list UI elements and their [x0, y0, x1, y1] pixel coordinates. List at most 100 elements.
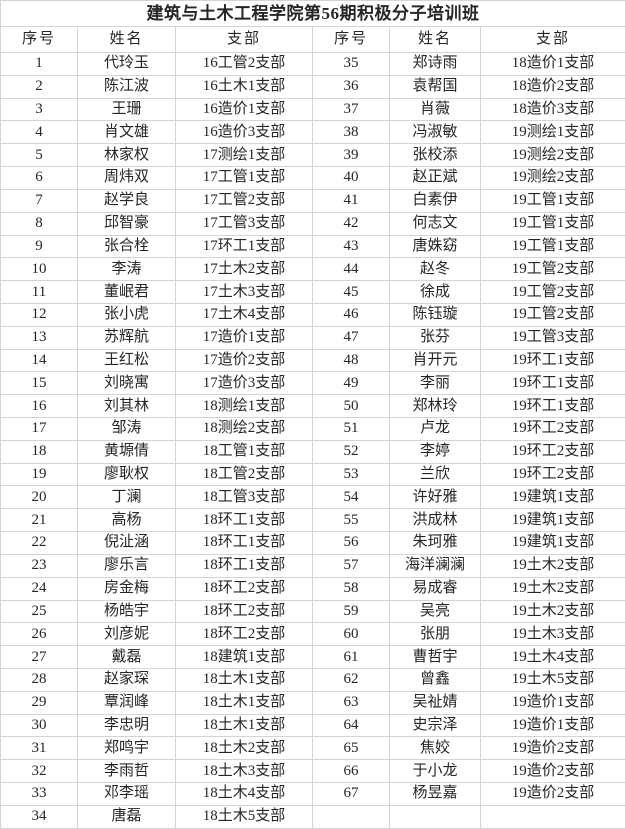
- serial-cell: 46: [312, 302, 390, 327]
- serial-cell: 17: [0, 417, 78, 441]
- branch-cell: 18环工1支部: [175, 508, 313, 533]
- branch-cell: 19环工2支部: [479, 462, 625, 487]
- branch-cell: 18建筑1支部: [175, 645, 313, 669]
- branch-cell: 19测绘2支部: [479, 143, 625, 168]
- serial-cell: 60: [312, 622, 390, 647]
- branch-cell: 19土木3支部: [479, 622, 625, 647]
- header-serial-right: 序号: [312, 26, 390, 53]
- branch-cell: 18土木3支部: [175, 759, 313, 783]
- serial-cell: 13: [0, 325, 78, 350]
- serial-cell: 45: [312, 280, 390, 304]
- branch-cell: 19工管2支部: [479, 257, 625, 282]
- table-row: 8 邱智豪 17工管3支部 42 何志文 19工管1支部: [0, 211, 625, 236]
- serial-cell: 41: [312, 188, 390, 213]
- serial-cell: 31: [0, 736, 78, 761]
- header-serial-left: 序号: [0, 26, 78, 53]
- branch-cell: 19环工2支部: [479, 417, 625, 441]
- name-cell: 李婷: [389, 439, 481, 464]
- branch-cell: 18测绘1支部: [175, 394, 313, 418]
- name-cell: 白素伊: [389, 188, 481, 213]
- serial-cell: 48: [312, 348, 390, 373]
- table-row: 30 李忠明 18土木1支部 64 史宗泽 19造价1支部: [0, 713, 625, 738]
- branch-cell: 17造价3支部: [175, 371, 313, 396]
- serial-cell: 55: [312, 508, 390, 533]
- branch-cell: 18土木1支部: [175, 667, 313, 692]
- serial-cell: 14: [0, 348, 78, 373]
- name-cell: 郑林玲: [389, 394, 481, 418]
- branch-cell: 17工管2支部: [175, 188, 313, 213]
- header-name-right: 姓名: [389, 26, 481, 53]
- title-row: 建筑与土木工程学院第56期积极分子培训班: [0, 0, 625, 27]
- serial-cell: 27: [0, 645, 78, 669]
- serial-cell: 47: [312, 325, 390, 350]
- branch-cell: 19环工2支部: [479, 439, 625, 464]
- table-row: 33 邓李瑶 18土木4支部 67 杨昱嘉 19造价2支部: [0, 782, 625, 806]
- serial-cell: 63: [312, 690, 390, 715]
- name-cell: 张芬: [389, 325, 481, 350]
- serial-cell: 7: [0, 188, 78, 213]
- branch-cell: 18工管2支部: [175, 462, 313, 487]
- name-cell: 唐姝窈: [389, 234, 481, 259]
- branch-cell: 19造价2支部: [479, 782, 625, 806]
- name-cell: 卢龙: [389, 417, 481, 441]
- table-row: 32 李雨哲 18土木3支部 66 于小龙 19造价2支部: [0, 759, 625, 783]
- table-row: 12 张小虎 17土木4支部 46 陈钰璇 19工管2支部: [0, 302, 625, 327]
- table-row: 16 刘其林 18测绘1支部 50 郑林玲 19环工1支部: [0, 394, 625, 418]
- table-row: 1 代玲玉 16工管2支部 35 郑诗雨 18造价1支部: [0, 52, 625, 76]
- branch-cell: 19工管3支部: [479, 325, 625, 350]
- branch-cell: 18土木1支部: [175, 713, 313, 738]
- serial-cell: 62: [312, 667, 390, 692]
- branch-cell: 19环工1支部: [479, 348, 625, 373]
- name-cell: 戴磊: [77, 645, 176, 669]
- serial-cell: 30: [0, 713, 78, 738]
- name-cell: 肖开元: [389, 348, 481, 373]
- name-cell: 唐磊: [77, 804, 176, 829]
- name-cell: 史宗泽: [389, 713, 481, 738]
- branch-cell: 18工管3支部: [175, 485, 313, 510]
- serial-cell: 9: [0, 234, 78, 259]
- name-cell: 刘彦妮: [77, 622, 176, 647]
- serial-cell: 10: [0, 257, 78, 282]
- header-branch-left: 支部: [175, 26, 313, 53]
- name-cell: 李忠明: [77, 713, 176, 738]
- table-row: 28 赵家琛 18土木1支部 62 曾鑫 19土木5支部: [0, 667, 625, 692]
- name-cell: 张合栓: [77, 234, 176, 259]
- branch-cell: 18环工2支部: [175, 622, 313, 647]
- header-row: 序号 姓名 支部 序号 姓名 支部: [0, 26, 625, 53]
- serial-cell: 40: [312, 166, 390, 190]
- name-cell: 曹哲宇: [389, 645, 481, 669]
- serial-cell: 64: [312, 713, 390, 738]
- branch-cell: 19建筑1支部: [479, 485, 625, 510]
- serial-cell: 21: [0, 508, 78, 533]
- serial-cell: 24: [0, 576, 78, 601]
- serial-cell: 67: [312, 782, 390, 806]
- branch-cell: 18环工1支部: [175, 531, 313, 555]
- name-cell: 李雨哲: [77, 759, 176, 783]
- name-cell: 徐成: [389, 280, 481, 304]
- serial-cell: 51: [312, 417, 390, 441]
- name-cell: 肖薇: [389, 97, 481, 122]
- serial-cell: 52: [312, 439, 390, 464]
- name-cell: 于小龙: [389, 759, 481, 783]
- branch-cell: 16工管2支部: [175, 52, 313, 76]
- branch-cell: 19土木4支部: [479, 645, 625, 669]
- serial-cell: 35: [312, 52, 390, 76]
- branch-cell: 17测绘1支部: [175, 143, 313, 168]
- branch-cell: 18环工2支部: [175, 599, 313, 624]
- branch-cell: 19工管1支部: [479, 188, 625, 213]
- name-cell: 覃润峰: [77, 690, 176, 715]
- branch-cell: 16造价1支部: [175, 97, 313, 122]
- name-cell: 苏辉航: [77, 325, 176, 350]
- branch-cell: 17造价2支部: [175, 348, 313, 373]
- table-row: 24 房金梅 18环工2支部 58 易成睿 19土木2支部: [0, 576, 625, 601]
- name-cell: 廖乐言: [77, 553, 176, 578]
- name-cell: 洪成林: [389, 508, 481, 533]
- name-cell: 廖耿权: [77, 462, 176, 487]
- branch-cell: 18土木4支部: [175, 782, 313, 806]
- name-cell: [389, 804, 481, 829]
- branch-cell: 19造价2支部: [479, 736, 625, 761]
- branch-cell: 18测绘2支部: [175, 417, 313, 441]
- branch-cell: 17工管1支部: [175, 166, 313, 190]
- name-cell: 易成睿: [389, 576, 481, 601]
- serial-cell: 16: [0, 394, 78, 418]
